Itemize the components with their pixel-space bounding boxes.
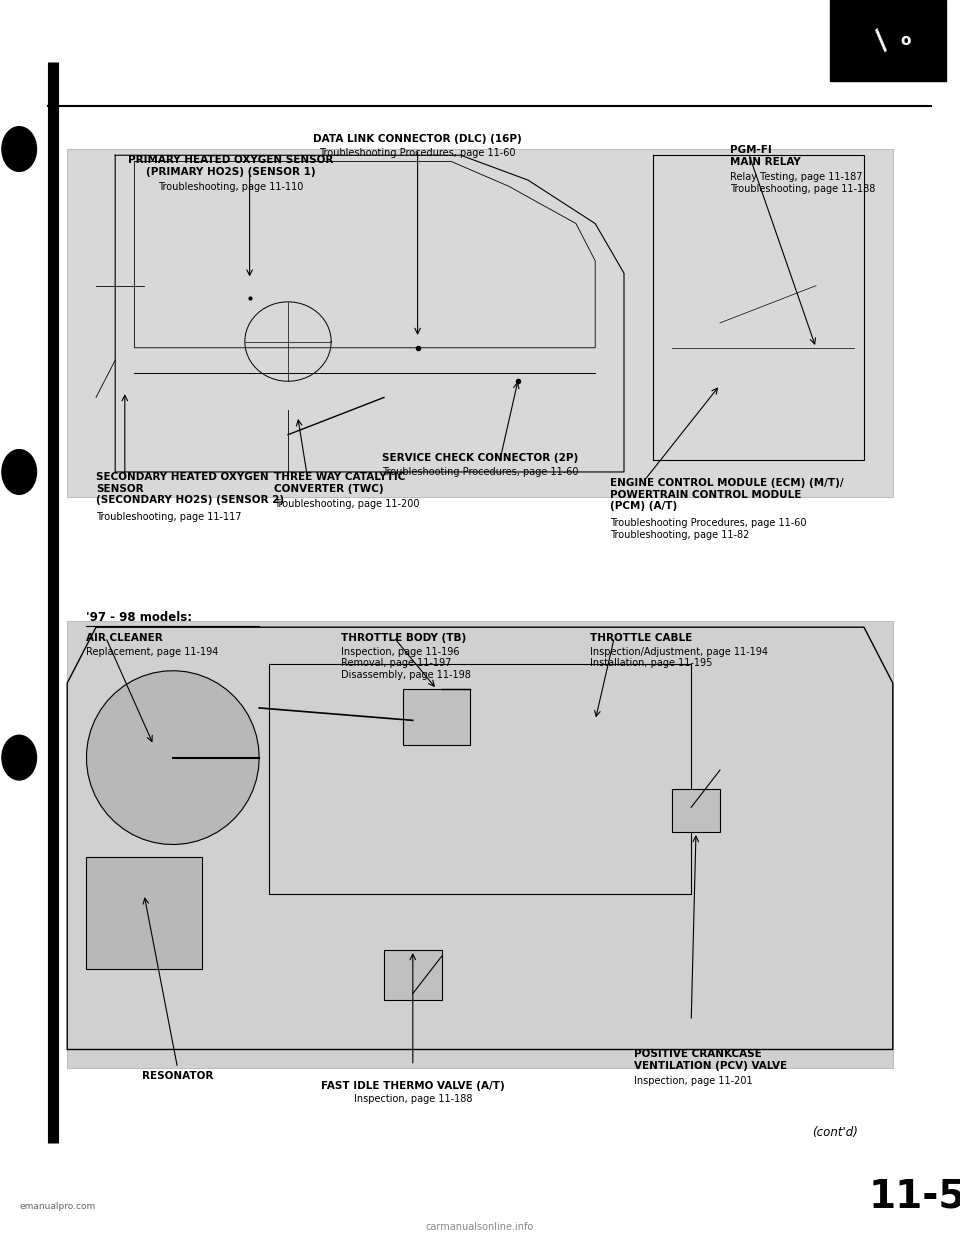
Circle shape [2, 450, 36, 494]
Text: Inspection, page 11-188: Inspection, page 11-188 [353, 1094, 472, 1104]
FancyBboxPatch shape [672, 789, 720, 832]
Text: /: / [870, 26, 895, 55]
Text: SERVICE CHECK CONNECTOR (2P): SERVICE CHECK CONNECTOR (2P) [382, 453, 578, 463]
Text: carmanualsonline.info: carmanualsonline.info [426, 1222, 534, 1232]
Circle shape [2, 127, 36, 171]
Text: Troubleshooting, page 11-117: Troubleshooting, page 11-117 [96, 512, 242, 522]
Text: DATA LINK CONNECTOR (DLC) (16P): DATA LINK CONNECTOR (DLC) (16P) [313, 134, 522, 144]
Text: FAST IDLE THERMO VALVE (A/T): FAST IDLE THERMO VALVE (A/T) [321, 1081, 505, 1090]
Text: 11-5: 11-5 [869, 1177, 960, 1216]
Text: (cont'd): (cont'd) [812, 1126, 858, 1139]
Text: PRIMARY HEATED OXYGEN SENSOR
(PRIMARY HO2S) (SENSOR 1): PRIMARY HEATED OXYGEN SENSOR (PRIMARY HO… [128, 155, 333, 176]
Circle shape [2, 735, 36, 780]
Text: '97 - 98 models:: '97 - 98 models: [86, 611, 193, 623]
Text: Troubleshooting Procedures, page 11-60: Troubleshooting Procedures, page 11-60 [320, 148, 516, 158]
Text: Troubleshooting Procedures, page 11-60
Troubleshooting, page 11-82: Troubleshooting Procedures, page 11-60 T… [610, 518, 806, 540]
Text: Replacement, page 11-194: Replacement, page 11-194 [86, 647, 219, 657]
Text: Troubleshooting, page 11-110: Troubleshooting, page 11-110 [157, 183, 303, 193]
FancyBboxPatch shape [67, 149, 893, 497]
FancyBboxPatch shape [384, 950, 442, 1000]
Text: Relay Testing, page 11-187
Troubleshooting, page 11-188: Relay Testing, page 11-187 Troubleshooti… [730, 173, 875, 194]
Text: ENGINE CONTROL MODULE (ECM) (M/T)/
POWERTRAIN CONTROL MODULE
(PCM) (A/T): ENGINE CONTROL MODULE (ECM) (M/T)/ POWER… [610, 478, 843, 512]
Text: PGM-FI
MAIN RELAY: PGM-FI MAIN RELAY [730, 145, 801, 166]
Text: THREE WAY CATALYTIC
CONVERTER (TWC): THREE WAY CATALYTIC CONVERTER (TWC) [274, 472, 405, 493]
Text: Inspection/Adjustment, page 11-194
Installation, page 11-195: Inspection/Adjustment, page 11-194 Insta… [590, 647, 768, 668]
FancyBboxPatch shape [67, 621, 893, 1068]
Text: SECONDARY HEATED OXYGEN
SENSOR
(SECONDARY HO2S) (SENSOR 2): SECONDARY HEATED OXYGEN SENSOR (SECONDAR… [96, 472, 284, 505]
Text: THROTTLE CABLE: THROTTLE CABLE [590, 633, 693, 643]
Text: RESONATOR: RESONATOR [142, 1071, 213, 1081]
Text: emanualpro.com: emanualpro.com [19, 1202, 95, 1211]
FancyBboxPatch shape [86, 857, 202, 969]
Text: POSITIVE CRANKCASE
VENTILATION (PCV) VALVE: POSITIVE CRANKCASE VENTILATION (PCV) VAL… [634, 1049, 787, 1071]
Text: AIR CLEANER: AIR CLEANER [86, 633, 163, 643]
Text: THROTTLE BODY (TB): THROTTLE BODY (TB) [341, 633, 466, 643]
Text: Inspection, page 11-201: Inspection, page 11-201 [634, 1077, 753, 1087]
FancyBboxPatch shape [830, 0, 946, 81]
Text: o: o [900, 32, 910, 48]
Text: Inspection, page 11-196
Removal, page 11-197
Disassembly, page 11-198: Inspection, page 11-196 Removal, page 11… [341, 647, 470, 681]
Polygon shape [86, 671, 259, 845]
Text: Troubleshooting, page 11-200: Troubleshooting, page 11-200 [274, 499, 420, 509]
Text: Troubleshooting Procedures, page 11-60: Troubleshooting Procedures, page 11-60 [382, 467, 578, 477]
FancyBboxPatch shape [403, 689, 470, 745]
